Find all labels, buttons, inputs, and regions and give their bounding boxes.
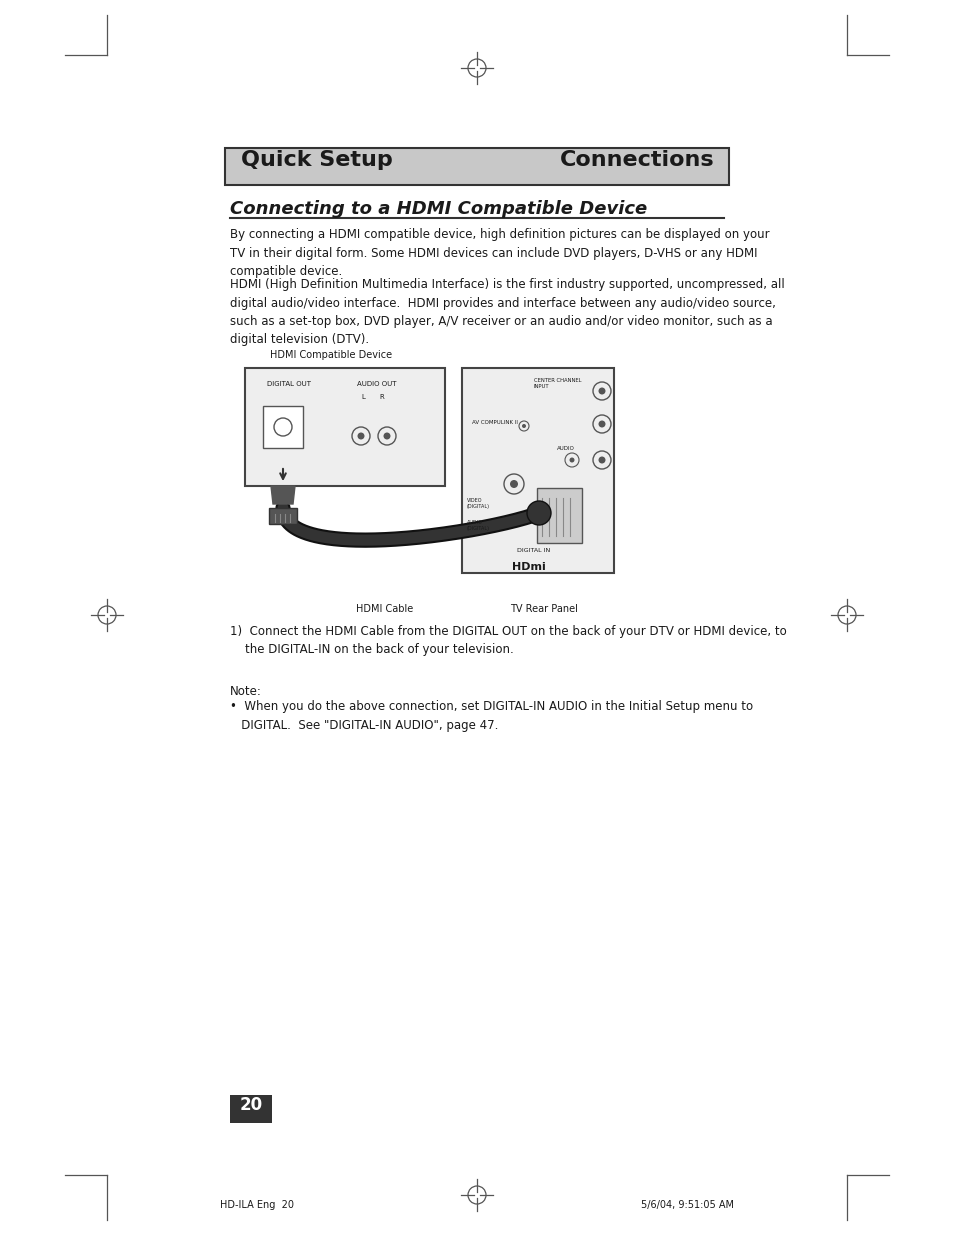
Text: Connections: Connections [559, 149, 714, 170]
Polygon shape [271, 487, 294, 504]
Text: DIGITAL IN: DIGITAL IN [517, 548, 550, 553]
Text: L: L [360, 394, 364, 400]
Circle shape [383, 432, 390, 440]
Text: TV Rear Panel: TV Rear Panel [510, 604, 578, 614]
Bar [230, 1095, 272, 1123]
Bar [225, 148, 728, 185]
Text: 5/6/04, 9:51:05 AM: 5/6/04, 9:51:05 AM [640, 1200, 733, 1210]
Text: CENTER CHANNEL
INPUT: CENTER CHANNEL INPUT [534, 378, 581, 389]
Circle shape [521, 424, 525, 429]
Text: VIDEO
(DIGITAL): VIDEO (DIGITAL) [467, 498, 490, 509]
Circle shape [598, 420, 605, 427]
Text: R: R [378, 394, 383, 400]
Text: Note:: Note: [230, 685, 262, 698]
Bar [245, 368, 444, 487]
Circle shape [510, 480, 517, 488]
Text: HDMI Cable: HDMI Cable [355, 604, 413, 614]
Bar [269, 508, 296, 524]
Circle shape [526, 501, 551, 525]
Text: AUDIO: AUDIO [557, 446, 575, 451]
Text: AV COMPULINK II: AV COMPULINK II [472, 420, 517, 425]
Circle shape [598, 388, 605, 394]
Text: Connecting to a HDMI Compatible Device: Connecting to a HDMI Compatible Device [230, 200, 646, 219]
Text: DIGITAL OUT: DIGITAL OUT [267, 382, 311, 387]
Text: AUDIO
(DIGITAL): AUDIO (DIGITAL) [467, 520, 490, 531]
Text: By connecting a HDMI compatible device, high definition pictures can be displaye: By connecting a HDMI compatible device, … [230, 228, 769, 278]
Text: HDMI Compatible Device: HDMI Compatible Device [270, 350, 392, 359]
Bar [537, 488, 581, 543]
Text: •  When you do the above connection, set DIGITAL-IN AUDIO in the Initial Setup m: • When you do the above connection, set … [230, 700, 752, 731]
Text: Quick Setup: Quick Setup [241, 149, 393, 170]
Circle shape [357, 432, 364, 440]
Circle shape [598, 457, 605, 463]
Text: HDMI (High Definition Multimedia Interface) is the first industry supported, unc: HDMI (High Definition Multimedia Interfa… [230, 278, 784, 347]
Bar [263, 406, 303, 448]
Text: AUDIO OUT: AUDIO OUT [356, 382, 396, 387]
Text: 20: 20 [239, 1095, 262, 1114]
Circle shape [569, 457, 574, 462]
Bar [461, 368, 614, 573]
Text: HD-ILA Eng  20: HD-ILA Eng 20 [220, 1200, 294, 1210]
Text: HDmi: HDmi [512, 562, 545, 572]
Text: 1)  Connect the HDMI Cable from the DIGITAL OUT on the back of your DTV or HDMI : 1) Connect the HDMI Cable from the DIGIT… [230, 625, 786, 657]
